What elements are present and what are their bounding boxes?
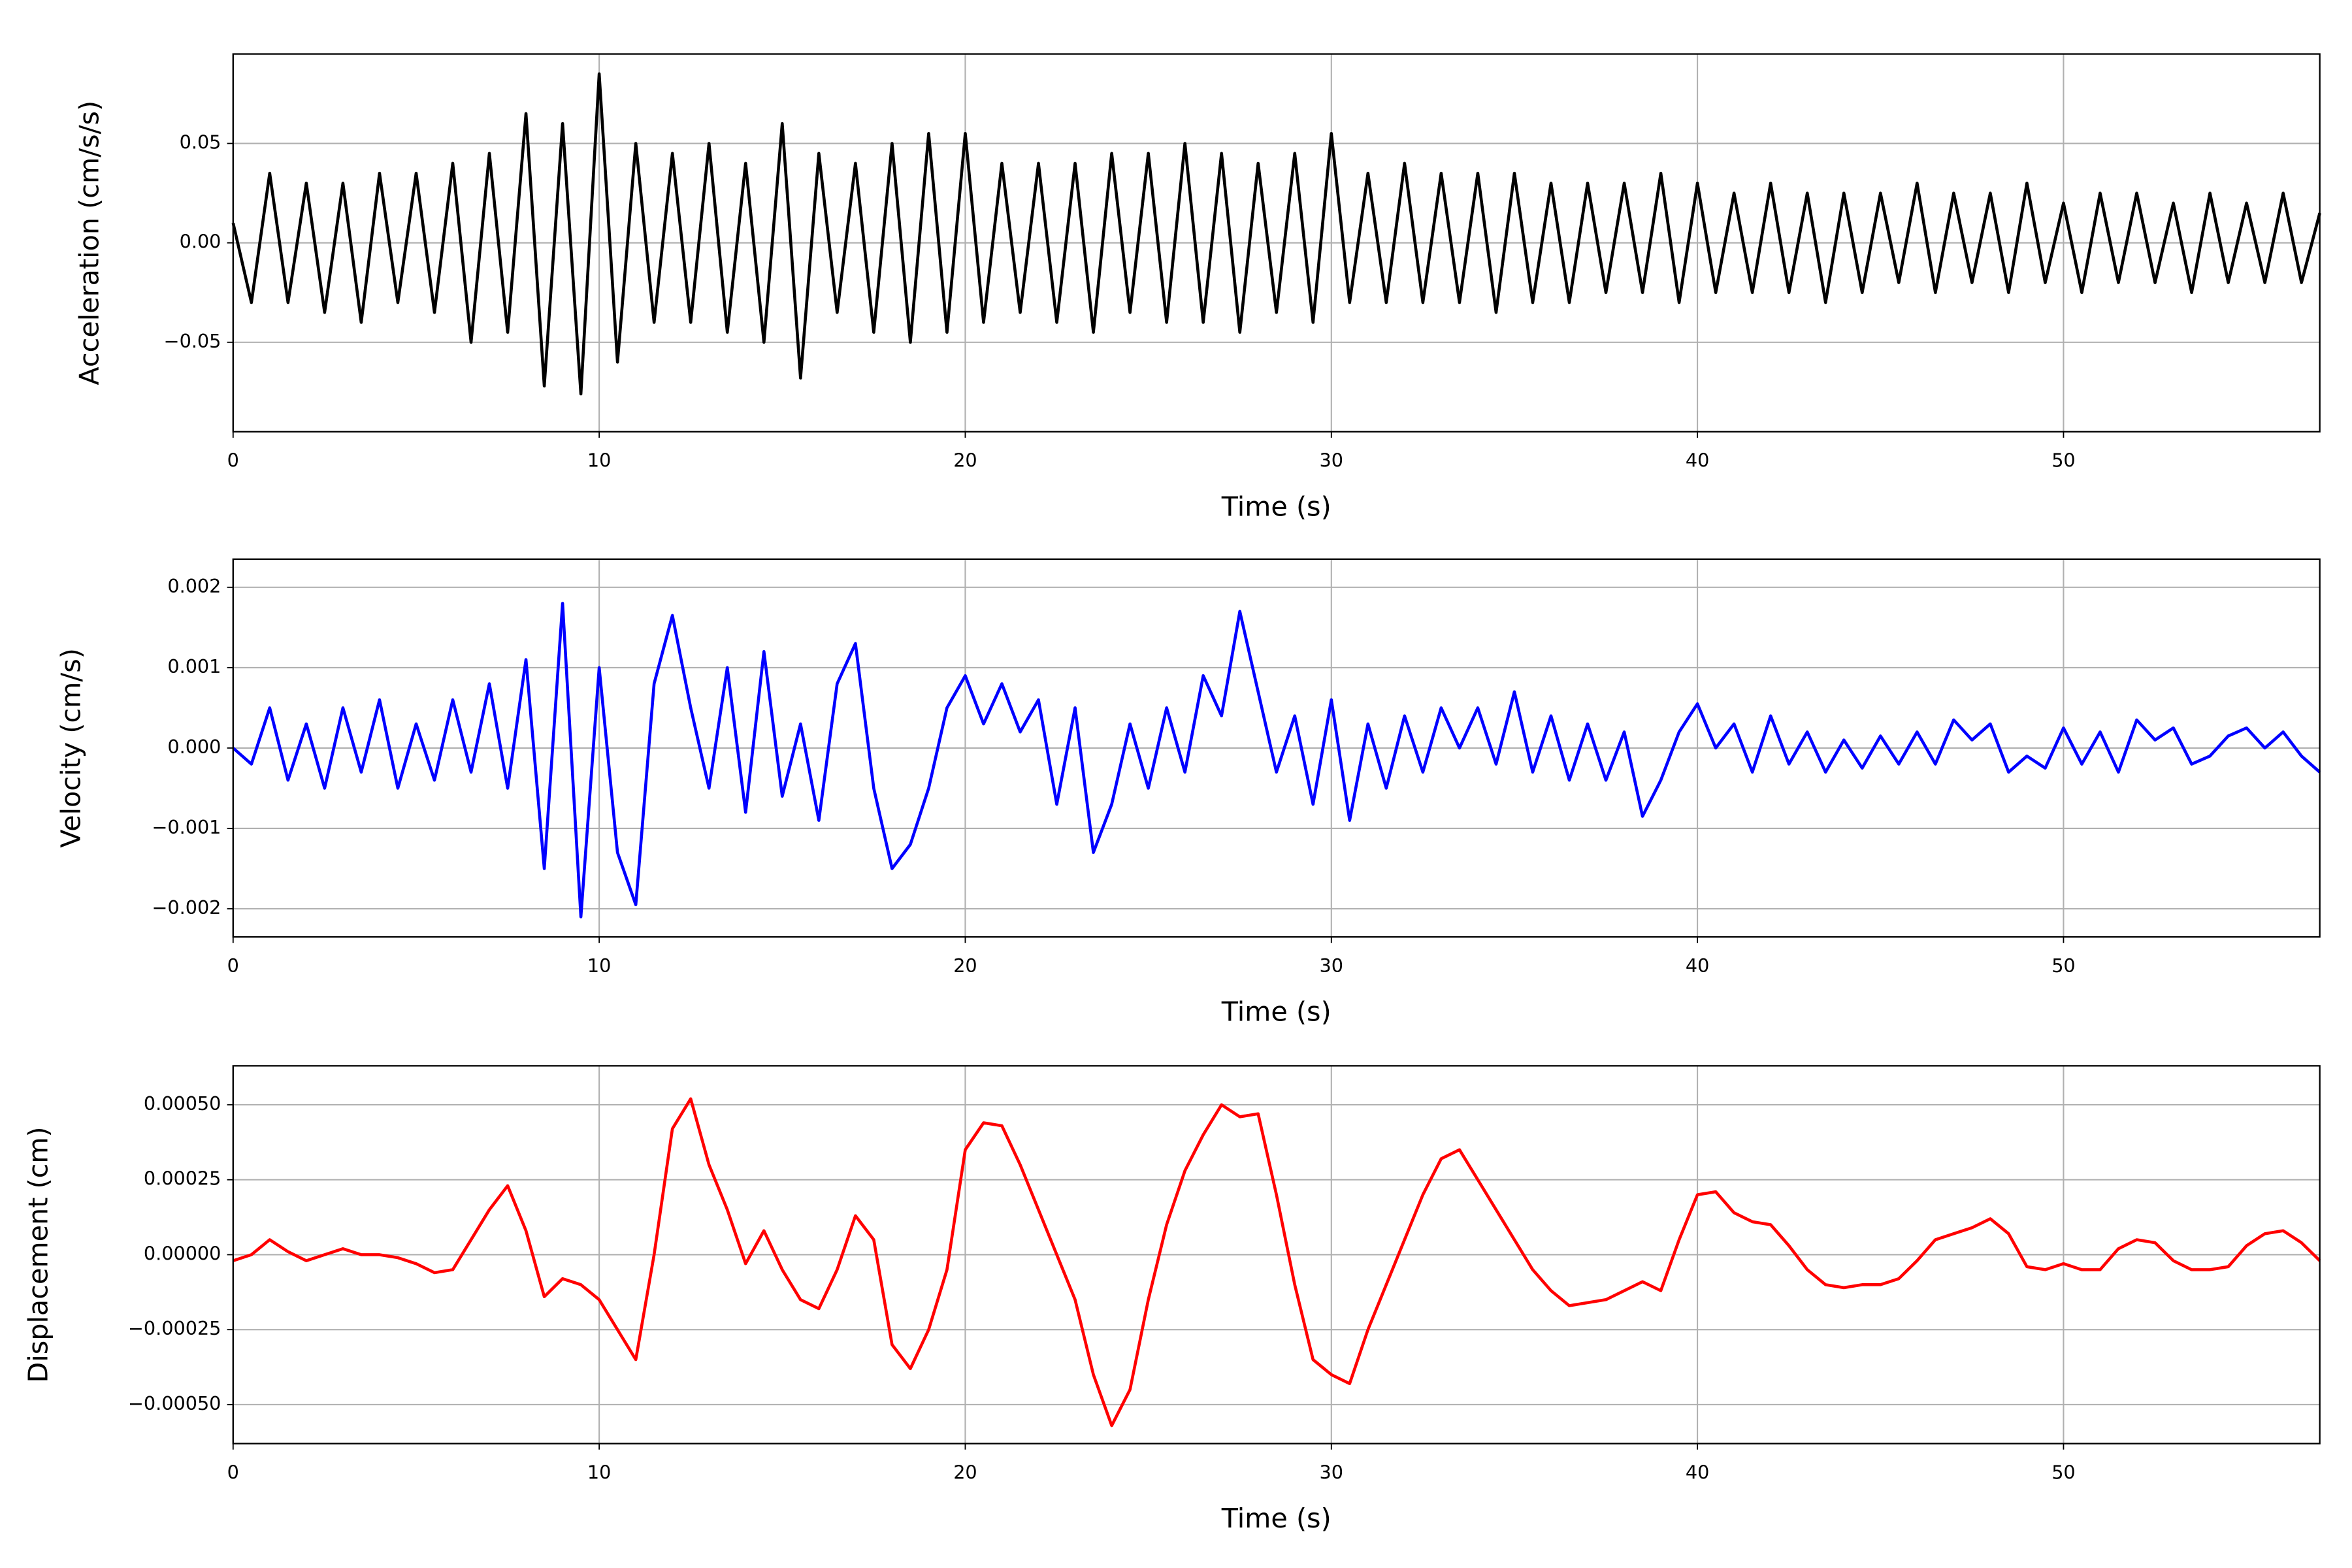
x-tick-label: 0	[227, 449, 239, 472]
x-axis-label: Time (s)	[1221, 491, 1331, 522]
y-axis-label: Velocity (cm/s)	[56, 648, 87, 848]
x-tick-label: 20	[953, 955, 977, 977]
y-tick-label: 0.00050	[144, 1092, 221, 1115]
y-tick-label: −0.05	[164, 330, 221, 352]
x-tick-label: 20	[953, 449, 977, 472]
x-tick-label: 40	[1686, 1461, 1709, 1483]
x-axis-label: Time (s)	[1221, 1503, 1331, 1534]
y-tick-label: −0.002	[152, 896, 221, 919]
axes-frame	[232, 53, 2321, 433]
x-tick-label: 0	[227, 1461, 239, 1483]
y-tick-label: 0.00025	[144, 1168, 221, 1190]
x-tick-label: 50	[2051, 449, 2075, 472]
x-tick-label: 30	[1320, 449, 1343, 472]
x-tick-label: 20	[953, 1461, 977, 1483]
data-line	[231, 72, 2321, 396]
x-tick-label: 50	[2051, 955, 2075, 977]
x-axis-label: Time (s)	[1221, 996, 1331, 1028]
x-tick-label: 30	[1320, 955, 1343, 977]
x-tick-label: 0	[227, 955, 239, 977]
y-tick-label: −0.00025	[128, 1317, 221, 1339]
axes-frame	[232, 1065, 2321, 1445]
x-tick-label: 10	[587, 449, 611, 472]
y-axis-label: Displacement (cm)	[22, 1126, 54, 1382]
y-tick-label: −0.00050	[128, 1392, 221, 1414]
data-line	[232, 602, 2321, 919]
y-tick-label: 0.002	[167, 575, 221, 597]
x-tick-label: 40	[1686, 955, 1709, 977]
x-tick-label: 10	[587, 1461, 611, 1483]
data-line	[233, 1097, 2321, 1428]
x-tick-label: 50	[2051, 1461, 2075, 1483]
y-axis-label: Acceleration (cm/s/s)	[73, 101, 105, 385]
y-tick-label: 0.05	[180, 131, 221, 154]
y-tick-label: 0.00	[180, 231, 221, 253]
y-tick-label: 0.000	[167, 736, 221, 758]
x-tick-label: 10	[587, 955, 611, 977]
x-tick-label: 40	[1686, 449, 1709, 472]
axes-frame	[232, 558, 2321, 938]
y-tick-label: 0.00000	[144, 1242, 221, 1264]
x-tick-label: 30	[1320, 1461, 1343, 1483]
y-tick-label: −0.001	[152, 816, 221, 838]
y-tick-label: 0.001	[167, 655, 221, 678]
